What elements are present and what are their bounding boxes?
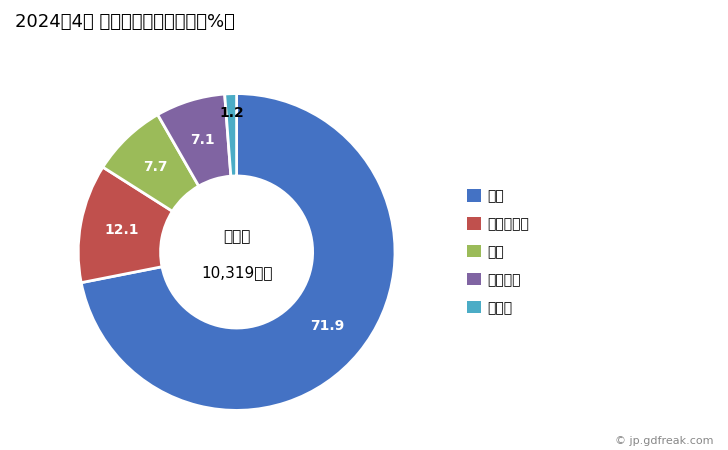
Text: 1.2: 1.2 — [219, 106, 244, 120]
Wedge shape — [158, 94, 231, 186]
Wedge shape — [82, 94, 395, 410]
Text: 総　額: 総 額 — [223, 229, 250, 243]
Text: © jp.gdfreak.com: © jp.gdfreak.com — [615, 436, 713, 446]
Text: 12.1: 12.1 — [104, 223, 138, 238]
Text: 10,319万円: 10,319万円 — [201, 265, 272, 280]
Wedge shape — [225, 94, 237, 176]
Text: 7.7: 7.7 — [143, 160, 168, 174]
Wedge shape — [103, 115, 199, 211]
Text: 2024年4月 輸出相手国のシェア（%）: 2024年4月 輸出相手国のシェア（%） — [15, 14, 234, 32]
Text: 71.9: 71.9 — [310, 320, 344, 333]
Text: 7.1: 7.1 — [190, 133, 215, 147]
Wedge shape — [78, 167, 173, 283]
Legend: 韓国, フィリピン, 中国, ベトナム, その他: 韓国, フィリピン, 中国, ベトナム, その他 — [462, 184, 535, 320]
